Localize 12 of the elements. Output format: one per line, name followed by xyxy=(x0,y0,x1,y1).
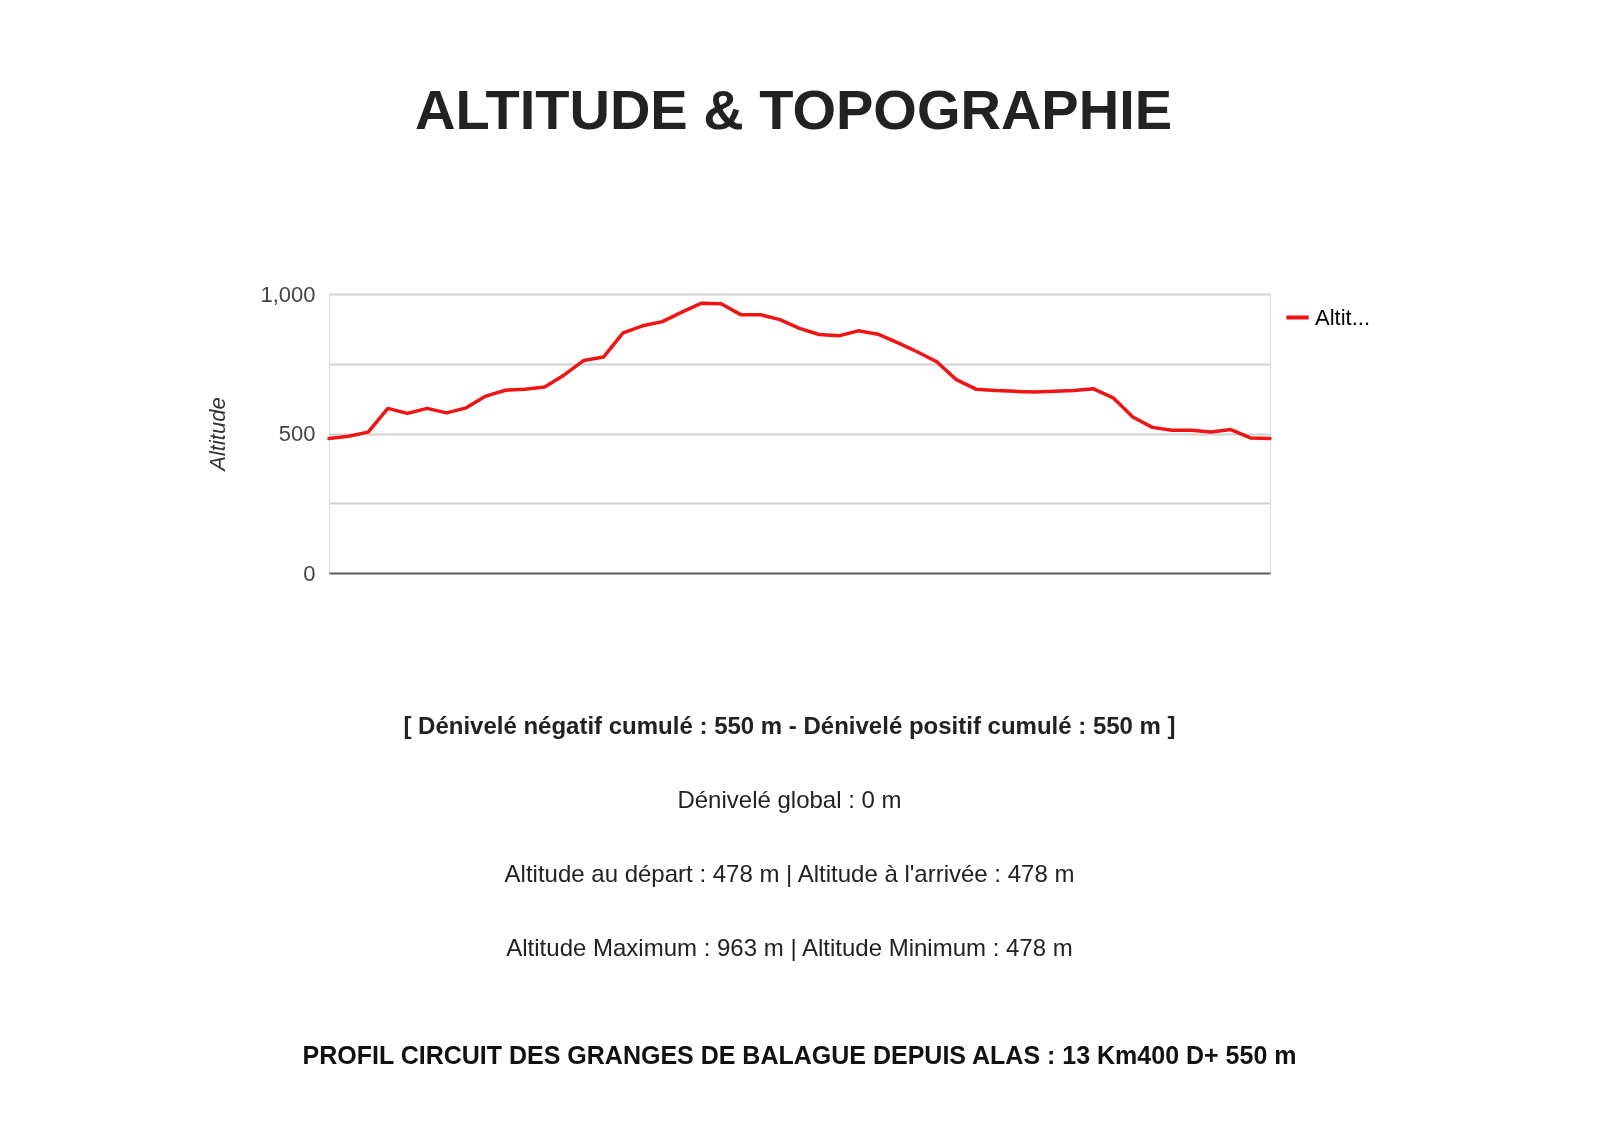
y-tick-label: 1,000 xyxy=(260,281,316,307)
text: Dénivelé global : 0 m xyxy=(677,786,902,813)
y-axis-title: Altitude xyxy=(205,397,231,473)
text: PROFIL CIRCUIT DES GRANGES DE BALAGUE DEPUIS ALAS : 13 Km400 D+ 550 m xyxy=(302,1041,1297,1069)
y-tick-label: 0 xyxy=(303,560,316,586)
text: Altitude au départ : 478 m | Altitude à l'arrivée : 478 m xyxy=(504,860,1075,887)
legend-label: Altit... xyxy=(1315,304,1371,330)
y-tick-label: 500 xyxy=(278,421,316,446)
text: [ Dénivelé négatif cumulé : 550 m - Dénivelé positif cumulé : 550 m ] xyxy=(403,712,1176,739)
text: Altitude Maximum : 963 m | Altitude Minimum : 478 m xyxy=(506,934,1073,961)
chart-title: ALTITUDE & TOPOGRAPHIE xyxy=(414,78,1173,141)
line-series xyxy=(327,301,1272,441)
